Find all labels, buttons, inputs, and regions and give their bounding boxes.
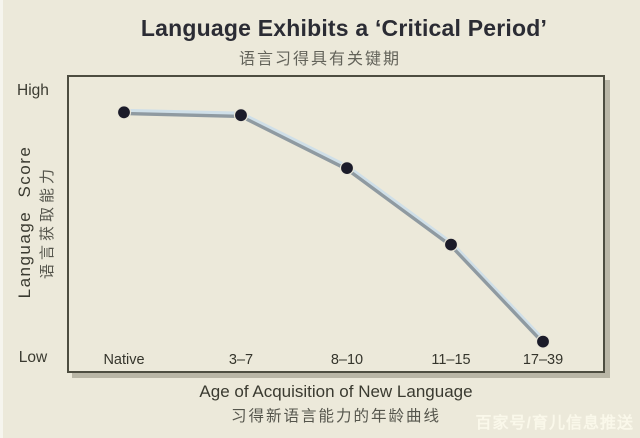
y-axis-tick-high: High [17,82,49,99]
plot-area: Native 3–7 8–10 11–15 17–39 [67,75,605,373]
chart-subtitle-zh: 语言习得具有关键期 [238,51,401,68]
line-series [122,111,545,345]
data-point-2 [339,160,355,176]
line-series-highlight [121,108,546,344]
data-point-4 [535,334,551,349]
x-axis-title: Age of Acquisition of New Language [199,382,473,401]
data-point-1 [233,108,249,123]
x-tick-label-1: 3–7 [228,352,254,368]
x-axis-title-zh: 习得新语言能力的年龄曲线 [230,408,441,425]
line-chart [116,105,551,349]
image-left-edge [0,0,3,438]
x-tick-label-4: 17–39 [522,352,564,368]
data-point-3 [443,237,459,252]
y-axis-title-zh: 语言获取能力 [39,165,56,280]
y-axis-tick-low: Low [18,349,48,366]
data-point-0 [116,105,132,120]
x-tick-label-2: 8–10 [330,352,364,368]
chart-title: Language Exhibits a ‘Critical Period’ [140,15,548,41]
x-tick-label-3: 11–15 [431,352,471,368]
x-tick-label-0: Native [103,352,145,368]
y-axis-title-en: Language Score [15,145,34,299]
y-axis-title: Language Score 语言获取能力 [15,112,57,332]
watermark: 百家号/育儿信息推送 [475,415,634,432]
